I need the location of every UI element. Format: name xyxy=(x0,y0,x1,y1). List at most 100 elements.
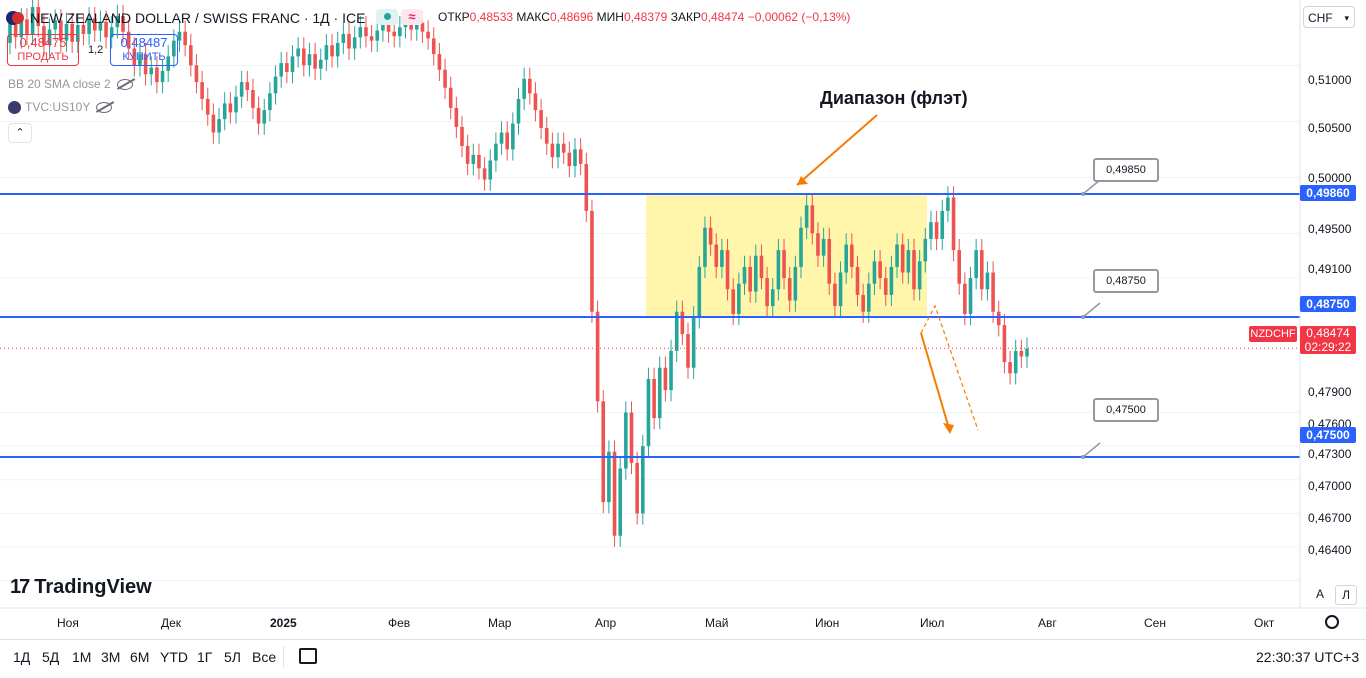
candle-body xyxy=(533,93,538,111)
callout-leader xyxy=(1082,442,1101,458)
timeframe-button[interactable]: 6М xyxy=(130,649,150,665)
buy-button[interactable]: 0,48487 КУПИТЬ xyxy=(110,34,178,66)
candle-body xyxy=(946,197,950,211)
clock-display[interactable]: 22:30:37 UTC+3 xyxy=(1256,649,1360,665)
market-status-badge[interactable] xyxy=(376,9,398,25)
timeframe-button[interactable]: 1Д xyxy=(13,649,31,665)
candle-body xyxy=(748,266,752,292)
candle-body xyxy=(30,7,35,34)
timeframe-button[interactable]: 5Д xyxy=(42,649,60,665)
level-tag: 0,48750 xyxy=(1300,296,1356,312)
callout-anchor xyxy=(1081,315,1085,319)
candle-body xyxy=(573,149,577,167)
candle-body xyxy=(104,21,108,38)
log-scale-button[interactable]: Л xyxy=(1335,585,1357,605)
candle-body xyxy=(539,110,543,129)
price-tick: 0,49500 xyxy=(1308,222,1352,236)
auto-scale-button[interactable]: A xyxy=(1315,587,1324,601)
spread-value: 1,2 xyxy=(88,44,104,56)
timeframe-button[interactable]: 5Л xyxy=(224,649,241,665)
candle-body xyxy=(963,283,967,314)
candle-body xyxy=(714,244,719,267)
candle-body xyxy=(98,21,103,31)
candle-body xyxy=(680,311,685,335)
candle-body xyxy=(268,93,272,111)
candle-body xyxy=(1008,362,1012,374)
candle-body xyxy=(358,27,363,38)
candle-body xyxy=(889,266,894,295)
candle-body xyxy=(697,266,702,318)
candle-body xyxy=(895,244,899,267)
price-tick: 0,47300 xyxy=(1308,447,1352,461)
candle-body xyxy=(42,26,46,46)
candle-body xyxy=(742,266,747,284)
candle-body xyxy=(595,311,600,402)
candle-body xyxy=(646,378,651,447)
candle-body xyxy=(177,31,182,41)
collapse-indicators-button[interactable]: ⌃ xyxy=(8,123,32,143)
candle-body xyxy=(482,168,487,180)
timeframe-button[interactable]: YTD xyxy=(160,649,188,665)
price-tick: 0,46700 xyxy=(1308,511,1352,525)
range-annotation[interactable]: Диапазон (флэт) xyxy=(820,88,968,108)
candle-body xyxy=(335,42,340,57)
price-tick: 0,47000 xyxy=(1308,479,1352,493)
candle-body xyxy=(13,22,18,38)
hide-eye-icon[interactable] xyxy=(116,79,133,91)
candle-body xyxy=(448,87,453,108)
candle-body xyxy=(985,272,990,290)
sell-button[interactable]: 0,48475 ПРОДАТЬ xyxy=(7,34,79,66)
candle-body xyxy=(601,401,606,503)
indicator-us10y[interactable]: TVC:US10Y xyxy=(8,100,113,115)
hide-eye-icon[interactable] xyxy=(96,102,113,114)
price-tick: 0,50000 xyxy=(1308,171,1352,185)
candle-body xyxy=(431,38,436,55)
candle-body xyxy=(641,446,645,514)
candle-body xyxy=(126,31,131,49)
time-tick: Май xyxy=(705,616,729,630)
candle-body xyxy=(251,89,255,108)
candle-body xyxy=(929,222,933,239)
candle-body xyxy=(708,227,713,245)
candle-body xyxy=(239,82,244,97)
date-range-calendar-icon[interactable] xyxy=(299,648,317,664)
settings-gear-icon[interactable] xyxy=(1325,615,1339,629)
candle-body xyxy=(900,244,905,273)
candle-body xyxy=(855,266,860,295)
candle-body xyxy=(703,227,707,267)
callout-label[interactable]: 0,47500 xyxy=(1093,398,1159,422)
arrowhead xyxy=(943,423,954,434)
candle-body xyxy=(691,317,696,368)
projection-arrow[interactable] xyxy=(920,332,951,433)
candle-body xyxy=(285,63,289,73)
us-flag-icon xyxy=(8,101,21,115)
candle-body xyxy=(256,107,261,124)
candle-body xyxy=(228,103,233,113)
range-box[interactable] xyxy=(646,193,927,318)
annotation-arrow[interactable] xyxy=(796,114,878,186)
tradingview-logo-icon: 17 xyxy=(10,576,30,598)
data-delay-icon[interactable]: ≈ xyxy=(401,9,423,25)
symbol-title[interactable]: NEW ZEALAND DOLLAR / SWISS FRANC · 1Д · … xyxy=(30,10,366,26)
candle-body xyxy=(494,143,498,161)
timeframe-button[interactable]: 1М xyxy=(72,649,92,665)
candle-body xyxy=(375,30,380,41)
callout-label[interactable]: 0,48750 xyxy=(1093,269,1159,293)
timeframe-button[interactable]: 3М xyxy=(101,649,121,665)
candle-body xyxy=(143,54,148,75)
brand-logo[interactable]: 17 TradingView xyxy=(10,576,152,598)
candle-body xyxy=(443,69,447,88)
candle-body xyxy=(799,227,803,267)
candle-body xyxy=(770,289,775,307)
timeframe-button[interactable]: Все xyxy=(252,649,277,665)
candle-body xyxy=(47,29,52,46)
timeframe-button[interactable]: 1Г xyxy=(197,649,213,665)
callout-label[interactable]: 0,49850 xyxy=(1093,158,1159,182)
candle-body xyxy=(996,311,1001,326)
indicator-bb[interactable]: BB 20 SMA close 2 xyxy=(8,77,133,91)
currency-select[interactable]: CHF ▾ xyxy=(1303,6,1355,28)
candle-body xyxy=(155,67,159,83)
candle-body xyxy=(991,272,995,312)
alt-projection-arrow[interactable] xyxy=(920,304,979,431)
